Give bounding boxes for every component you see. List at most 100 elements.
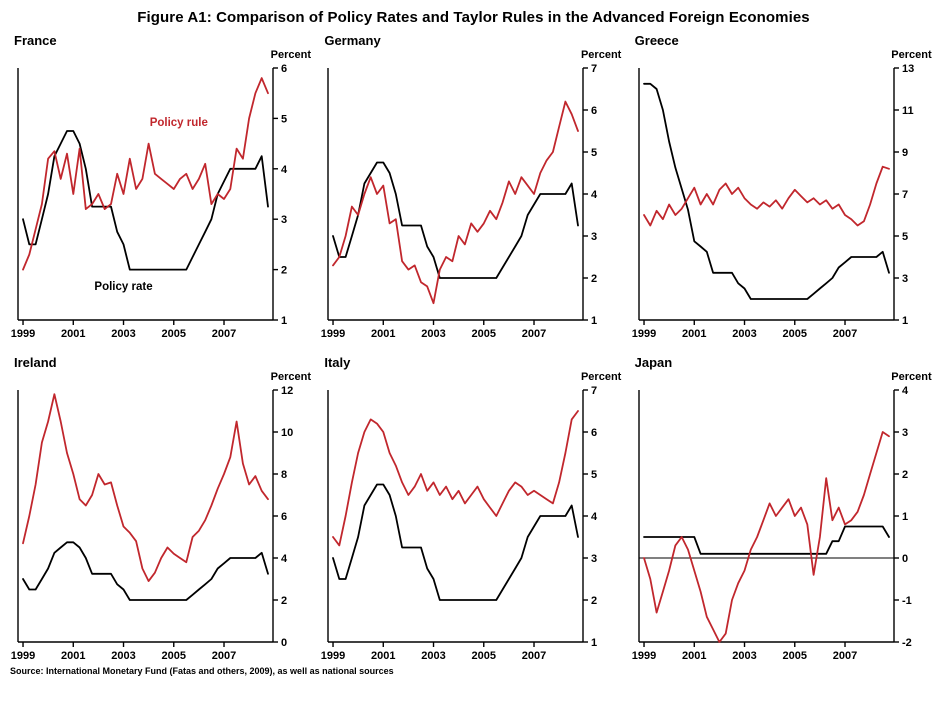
svg-text:-2: -2 [902, 637, 912, 649]
panel-italy: Italy Percent 1 2 3 4 5 6 7 1999 2001 2003 2005 200… [318, 354, 627, 666]
svg-text:3: 3 [902, 273, 908, 285]
figure-title: Figure A1: Comparison of Policy Rates an… [137, 9, 810, 26]
svg-text:13: 13 [902, 63, 914, 75]
svg-text:4: 4 [281, 164, 288, 176]
svg-text:2: 2 [591, 273, 597, 285]
y-axis-label-greece: Percent [891, 49, 932, 61]
svg-text:1999: 1999 [11, 328, 35, 340]
svg-text:2: 2 [591, 595, 597, 607]
svg-text:1: 1 [591, 315, 597, 327]
svg-text:6: 6 [591, 105, 597, 117]
panel-title-japan: Japan [634, 355, 673, 370]
panel-ireland: Ireland Percent 0 2 4 6 8 10 12 1999 2001 2003 200… [8, 354, 317, 666]
chart-ireland: 0 2 4 6 8 10 12 1999 2001 2003 2005 2007 [11, 385, 293, 662]
svg-text:1: 1 [591, 637, 597, 649]
y-axis-label-france: Percent [270, 49, 311, 61]
svg-text:8: 8 [281, 469, 287, 481]
svg-text:6: 6 [281, 511, 287, 523]
svg-text:4: 4 [591, 511, 598, 523]
svg-text:2005: 2005 [472, 328, 496, 340]
svg-text:2007: 2007 [212, 328, 236, 340]
svg-text:2007: 2007 [522, 328, 546, 340]
chart-italy: 1 2 3 4 5 6 7 1999 2001 2003 2005 2007 [321, 385, 598, 662]
source-note: Source: International Monetary Fund (Fat… [10, 666, 394, 676]
svg-text:2005: 2005 [782, 650, 806, 662]
svg-text:2001: 2001 [682, 650, 706, 662]
svg-text:2007: 2007 [832, 328, 856, 340]
svg-text:2001: 2001 [61, 328, 85, 340]
svg-text:2003: 2003 [111, 328, 135, 340]
svg-text:3: 3 [591, 553, 597, 565]
panel-greece: Greece Percent 1 3 5 7 9 11 13 1999 2001 2003 2005… [629, 32, 938, 344]
svg-text:5: 5 [902, 231, 908, 243]
svg-text:4: 4 [281, 553, 288, 565]
svg-text:1999: 1999 [11, 650, 35, 662]
svg-text:3: 3 [281, 214, 287, 226]
svg-text:4: 4 [591, 189, 598, 201]
svg-text:2: 2 [902, 469, 908, 481]
svg-text:6: 6 [591, 427, 597, 439]
svg-text:2003: 2003 [422, 328, 446, 340]
svg-text:7: 7 [591, 385, 597, 397]
panel-title-ireland: Ireland [14, 355, 57, 370]
panel-grid: France Percent 1 2 3 4 5 6 1999 2001 2003 2005 200… [0, 26, 947, 666]
svg-text:5: 5 [591, 469, 597, 481]
svg-text:2: 2 [281, 265, 287, 277]
svg-text:3: 3 [591, 231, 597, 243]
svg-text:2003: 2003 [732, 328, 756, 340]
svg-text:0: 0 [902, 553, 908, 565]
svg-text:1999: 1999 [631, 328, 655, 340]
svg-text:6: 6 [281, 63, 287, 75]
svg-text:5: 5 [281, 113, 287, 125]
svg-text:11: 11 [902, 105, 914, 117]
svg-text:1: 1 [281, 315, 287, 327]
svg-text:2003: 2003 [732, 650, 756, 662]
svg-text:9: 9 [902, 147, 908, 159]
svg-text:1: 1 [902, 511, 908, 523]
svg-text:2003: 2003 [111, 650, 135, 662]
svg-text:2: 2 [281, 595, 287, 607]
svg-text:2005: 2005 [782, 328, 806, 340]
svg-text:2007: 2007 [832, 650, 856, 662]
svg-text:2005: 2005 [162, 650, 186, 662]
svg-text:2003: 2003 [422, 650, 446, 662]
svg-text:2001: 2001 [371, 328, 395, 340]
panel-title-greece: Greece [634, 33, 679, 48]
svg-text:12: 12 [281, 385, 293, 397]
svg-text:10: 10 [281, 427, 293, 439]
chart-germany: 1 2 3 4 5 6 7 1999 2001 2003 2005 2007 [321, 63, 598, 340]
y-axis-label-japan: Percent [891, 371, 932, 383]
svg-text:2007: 2007 [522, 650, 546, 662]
panel-title-germany: Germany [324, 33, 381, 48]
svg-text:Policy rate: Policy rate [94, 281, 152, 293]
svg-text:1: 1 [902, 315, 908, 327]
svg-text:0: 0 [281, 637, 287, 649]
svg-text:1999: 1999 [321, 650, 345, 662]
svg-text:2005: 2005 [472, 650, 496, 662]
panel-japan: Japan Percent -2 -1 0 1 2 3 4 1999 2001 2003 2005 2… [629, 354, 938, 666]
svg-text:4: 4 [902, 385, 909, 397]
svg-text:Policy rule: Policy rule [150, 117, 208, 129]
svg-text:2001: 2001 [61, 650, 85, 662]
svg-text:2005: 2005 [162, 328, 186, 340]
svg-text:7: 7 [902, 189, 908, 201]
chart-japan: -2 -1 0 1 2 3 4 1999 2001 2003 2005 2007 [631, 385, 912, 662]
svg-text:5: 5 [591, 147, 597, 159]
svg-text:2007: 2007 [212, 650, 236, 662]
svg-text:1999: 1999 [321, 328, 345, 340]
svg-text:2001: 2001 [371, 650, 395, 662]
panel-title-italy: Italy [324, 355, 351, 370]
panel-germany: Germany Percent 1 2 3 4 5 6 7 1999 2001 2003 2005 2… [318, 32, 627, 344]
svg-text:1999: 1999 [631, 650, 655, 662]
panel-france: France Percent 1 2 3 4 5 6 1999 2001 2003 2005 200… [8, 32, 317, 344]
svg-text:7: 7 [591, 63, 597, 75]
chart-france: 1 2 3 4 5 6 1999 2001 2003 2005 2007 Policy rule Pol… [11, 63, 288, 340]
svg-text:3: 3 [902, 427, 908, 439]
svg-text:-1: -1 [902, 595, 912, 607]
y-axis-label-germany: Percent [580, 49, 622, 61]
svg-text:2001: 2001 [682, 328, 706, 340]
y-axis-label-italy: Percent [580, 371, 622, 383]
panel-title-france: France [14, 33, 57, 48]
